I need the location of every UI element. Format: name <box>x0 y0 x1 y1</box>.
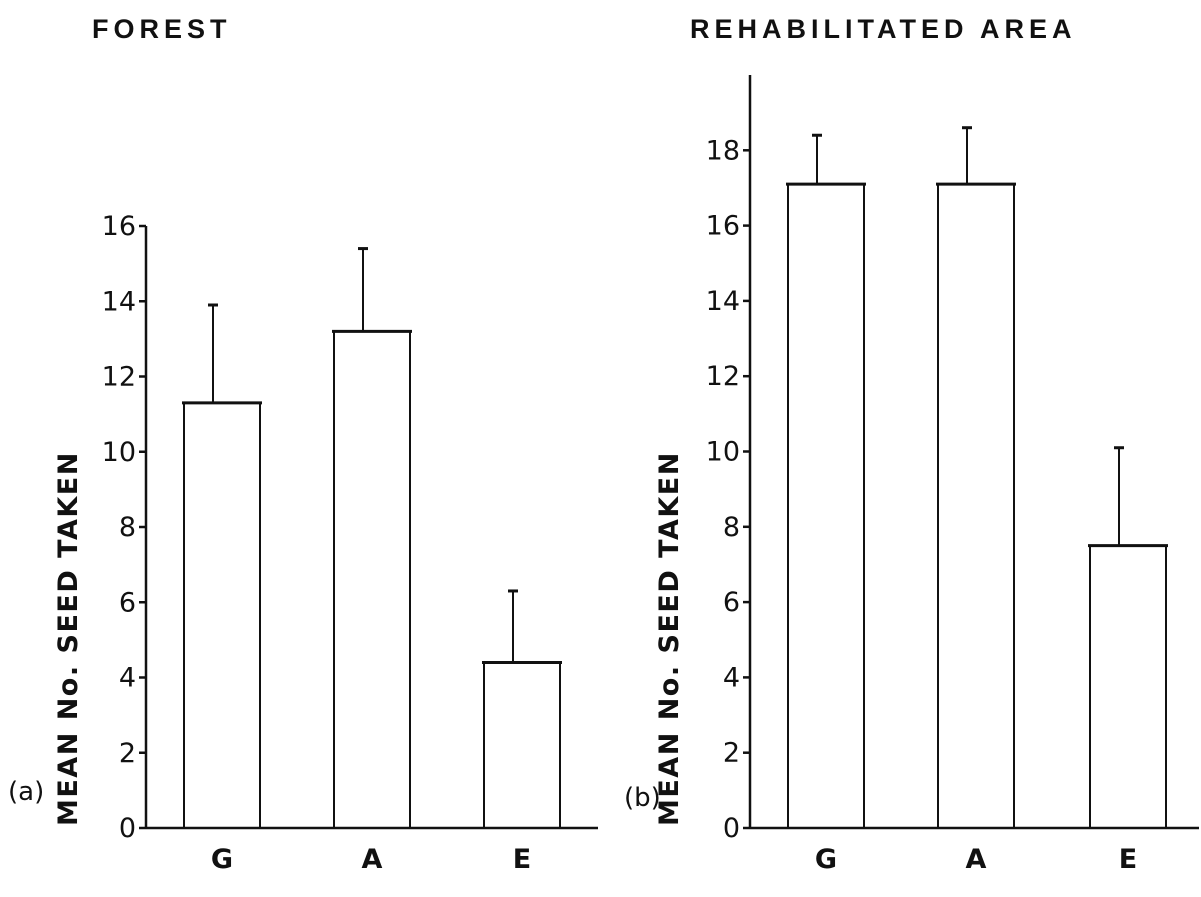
panel-a-ylabel: MEAN No. SEED TAKEN <box>53 451 84 826</box>
y-tick-label: 6 <box>119 587 136 618</box>
y-tick-label: 2 <box>119 738 136 769</box>
y-tick-label: 14 <box>706 286 740 317</box>
x-category-label: A <box>362 844 383 875</box>
y-tick-label: 16 <box>706 211 740 242</box>
y-tick-label: 14 <box>102 286 136 317</box>
bar-e <box>483 661 561 830</box>
y-tick-label: 10 <box>102 437 136 468</box>
panel-forest: FOREST MEAN No. SEED TAKEN 0 2 4 6 8 10 12 14 16… <box>8 14 598 875</box>
panel-b-ylabel: MEAN No. SEED TAKEN <box>654 451 685 826</box>
y-tick-label: 4 <box>119 663 136 694</box>
y-tick-label: 8 <box>723 512 740 543</box>
panel-b-letter: (b) <box>624 783 661 813</box>
y-tick-label: 0 <box>119 813 136 844</box>
panel-b-bars <box>786 126 1168 829</box>
y-tick-label: 0 <box>723 813 740 844</box>
bar-g <box>787 183 865 829</box>
panel-rehabilitated-area: REHABILITATED AREA MEAN No. SEED TAKEN 0… <box>624 14 1199 875</box>
y-tick-label: 12 <box>706 361 740 392</box>
x-category-label: E <box>513 844 531 875</box>
y-tick-label: 16 <box>102 211 136 242</box>
bar-a <box>937 183 1015 829</box>
y-tick-label: 4 <box>723 662 740 693</box>
panel-b-y-ticks: 0 2 4 6 8 10 12 14 16 18 <box>706 135 750 844</box>
x-category-label: E <box>1119 844 1137 875</box>
y-tick-label: 2 <box>723 738 740 769</box>
bar-e <box>1089 544 1167 829</box>
panel-a-bars <box>182 247 562 830</box>
bar-a <box>333 330 411 829</box>
y-tick-label: 6 <box>723 587 740 618</box>
y-tick-label: 8 <box>119 512 136 543</box>
panel-a-title: FOREST <box>92 14 232 44</box>
y-tick-label: 12 <box>102 362 136 393</box>
bar-g <box>183 401 261 829</box>
x-category-label: A <box>966 844 987 875</box>
panel-b-title: REHABILITATED AREA <box>690 14 1077 44</box>
y-tick-label: 18 <box>706 135 740 166</box>
panel-a-y-ticks: 0 2 4 6 8 10 12 14 16 <box>102 211 146 844</box>
x-category-label: G <box>211 844 233 875</box>
x-category-label: G <box>815 844 837 875</box>
y-tick-label: 10 <box>706 437 740 468</box>
panel-a-letter: (a) <box>8 777 44 807</box>
